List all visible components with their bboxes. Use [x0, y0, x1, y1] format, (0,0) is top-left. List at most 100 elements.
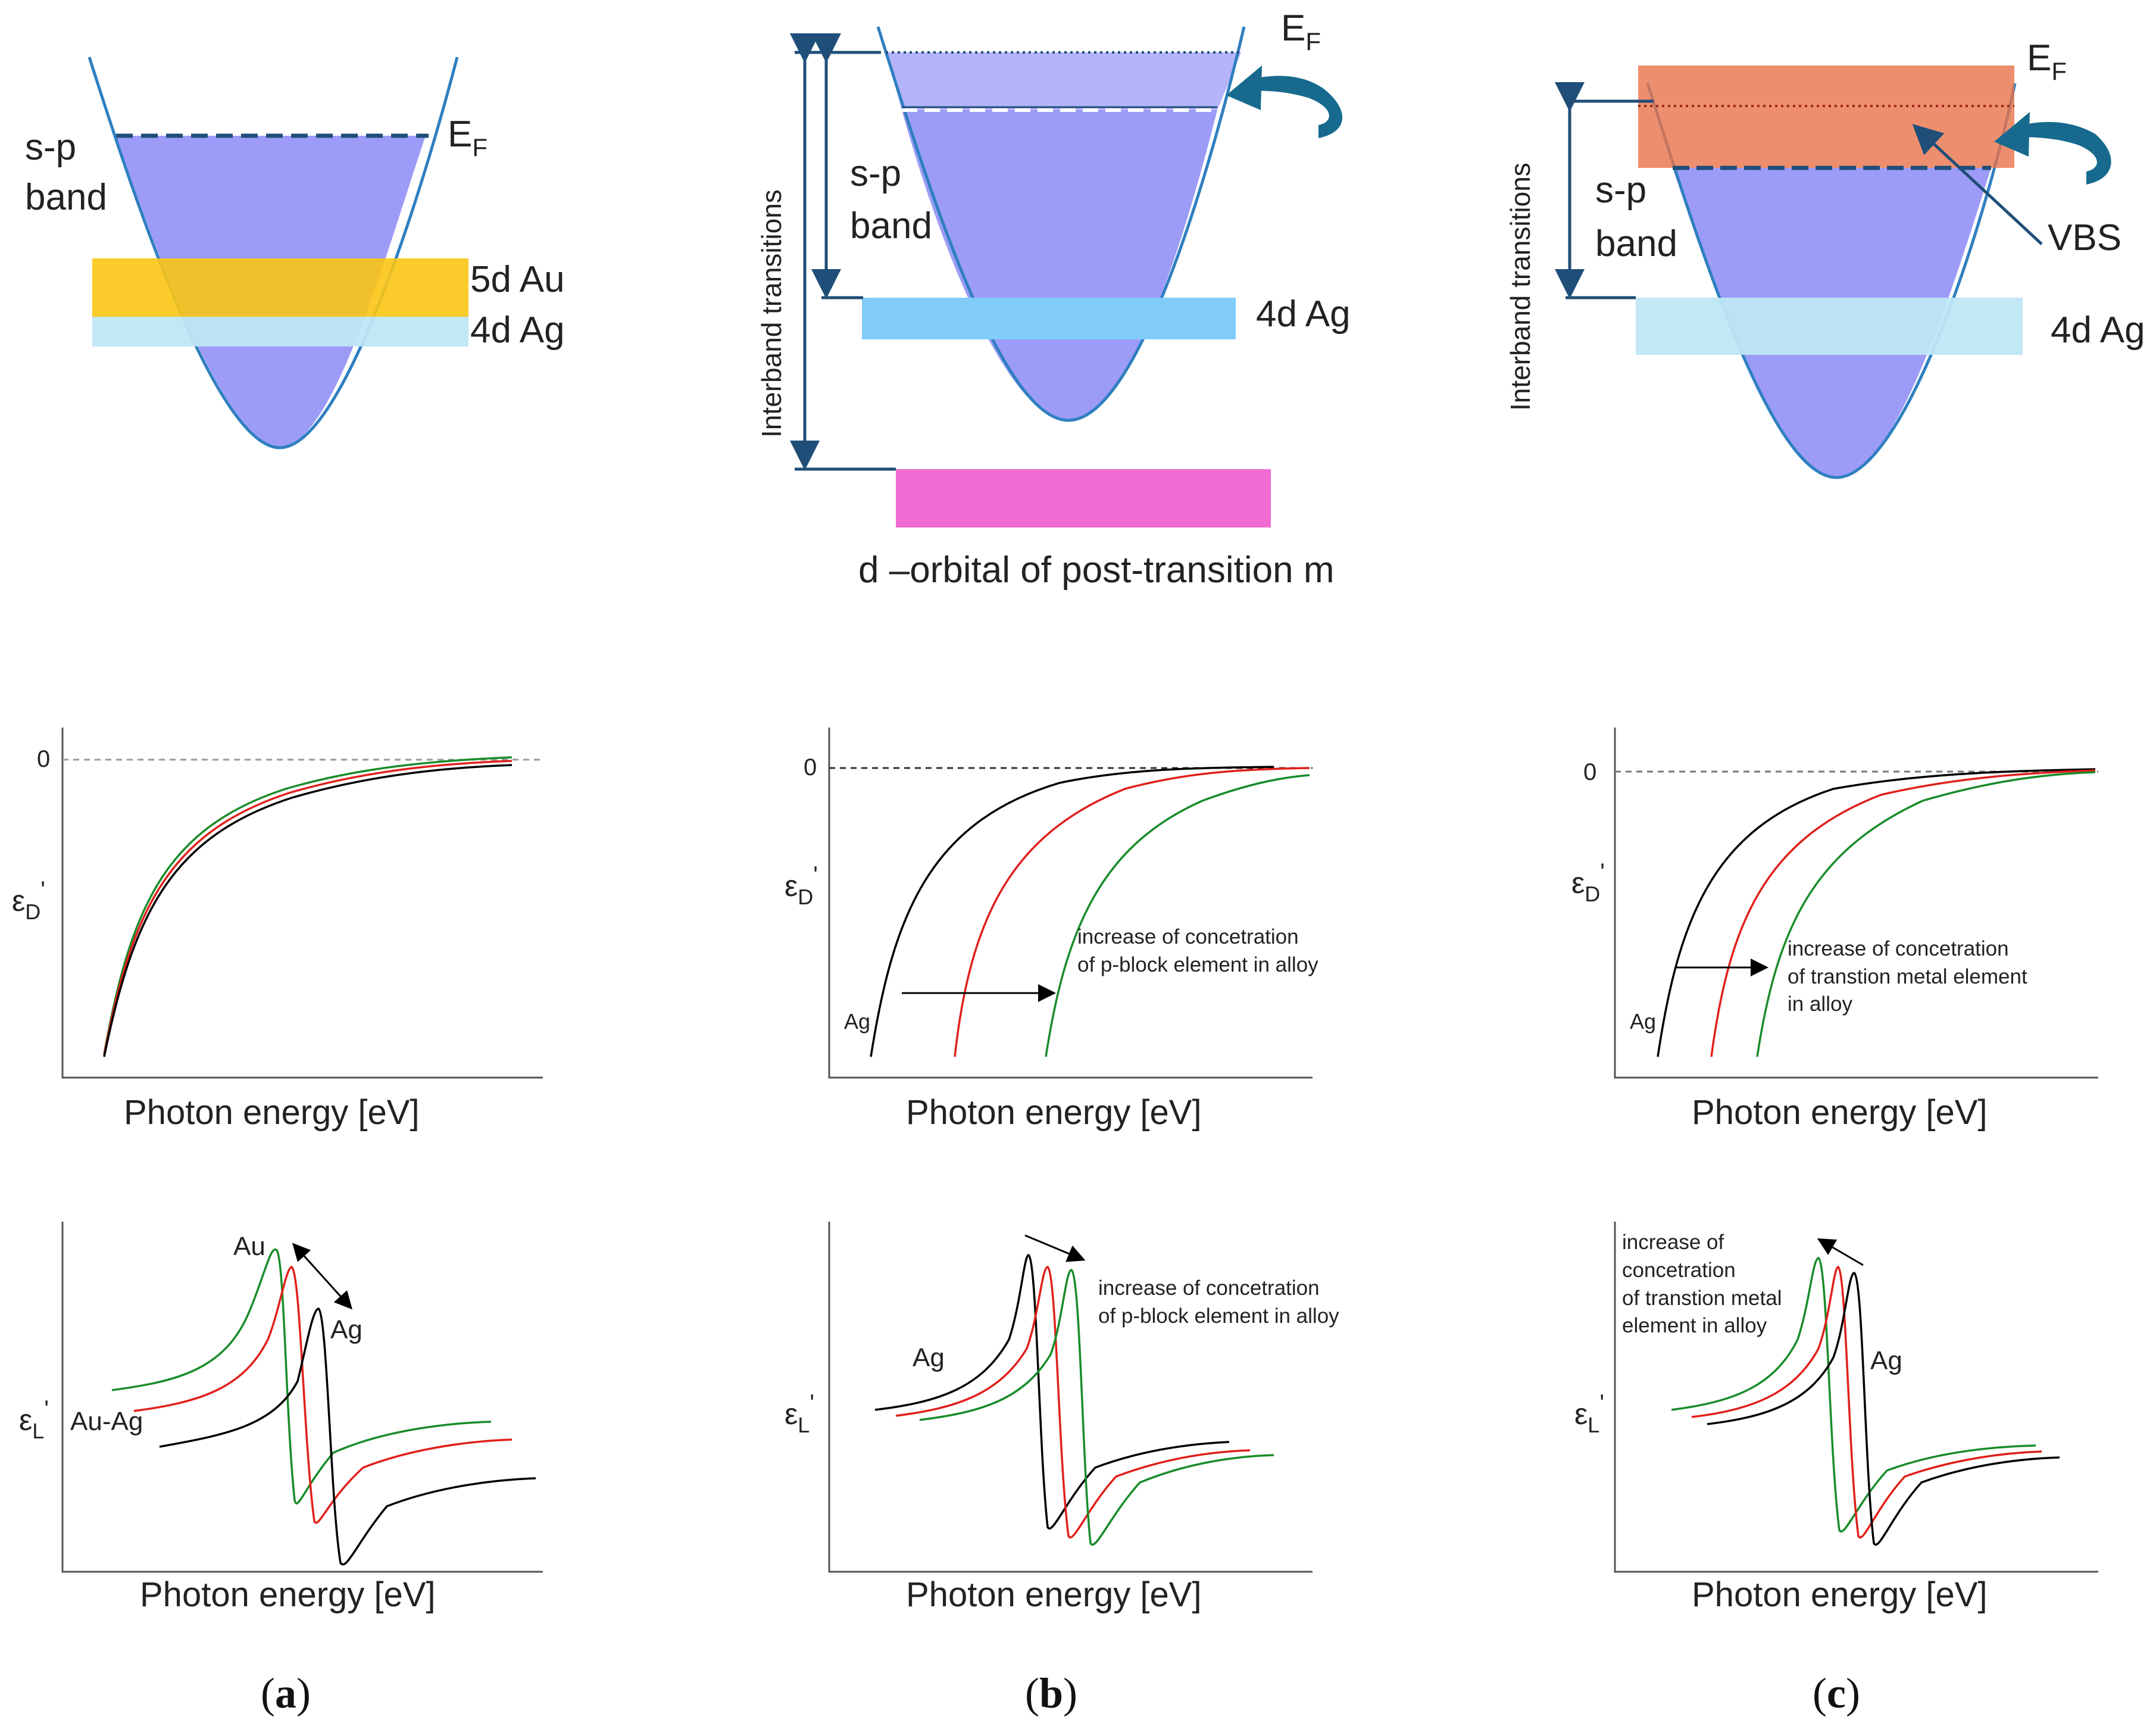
- drude-curve-black: [1657, 768, 2096, 1057]
- sp-label-line1: s-p: [850, 153, 901, 194]
- caption-c: (c): [1813, 1669, 1860, 1717]
- x-axis-label: Photon energy [eV]: [1692, 1093, 1988, 1132]
- drude-curve-red: [1710, 769, 2096, 1057]
- axes: [828, 728, 1313, 1079]
- zero-label: 0: [804, 754, 817, 781]
- drude-plot-b: 0 εD' Photon energy [eV] Ag increase of …: [785, 728, 1318, 1132]
- sp-band-upper-fill: [886, 52, 1241, 110]
- ag-4d-label: 4d Ag: [1256, 294, 1351, 335]
- ag-4d-label: 4d Ag: [470, 310, 565, 351]
- caption-b: (b): [1025, 1669, 1077, 1717]
- ag-label: Ag: [1870, 1346, 1902, 1375]
- y-axis-label: εD': [785, 862, 818, 909]
- caption-a: (a): [261, 1669, 311, 1717]
- sp-label-line2: band: [25, 177, 107, 218]
- interband-label: Interband transitions: [1505, 163, 1536, 411]
- y-axis-label: εL': [1574, 1390, 1604, 1437]
- fermi-shift-arrow: [1238, 76, 1343, 138]
- ag-4d-band: [862, 298, 1236, 339]
- drude-curve-red: [103, 760, 513, 1056]
- lorentz-curve-green: [111, 1248, 492, 1504]
- y-axis-label: εL': [19, 1396, 49, 1443]
- au-5d-label: 5d Au: [470, 259, 565, 300]
- note-line3: in alloy: [1788, 992, 1852, 1016]
- drude-plot-a: 0 εD' Photon energy [eV]: [12, 728, 543, 1132]
- band-diagram-c: Interband transitions s-p band EF VBS 4d…: [1505, 38, 2145, 479]
- drude-curve-green: [103, 756, 513, 1054]
- note-line1: increase of concetration: [1788, 937, 2009, 960]
- x-axis-label: Photon energy [eV]: [906, 1093, 1202, 1132]
- ag-4d-band: [1636, 298, 2023, 355]
- post-transition-band: [896, 469, 1271, 527]
- note-line2: of p-block element in alloy: [1098, 1304, 1339, 1328]
- sp-band-outline: [876, 26, 1246, 422]
- sp-label-line2: band: [1595, 223, 1677, 264]
- ag-label: Ag: [913, 1343, 945, 1372]
- vbs-pointer: [1912, 124, 2043, 245]
- shift-arrow: [292, 1243, 353, 1310]
- drude-curve-black: [870, 766, 1274, 1057]
- au-label: Au: [233, 1232, 265, 1261]
- band-diagram-a: s-p band EF 5d Au 4d Ag: [25, 57, 565, 449]
- note-line1: increase of concetration: [1077, 925, 1299, 948]
- drude-curve-green: [1756, 771, 2096, 1057]
- shift-arrow: [1024, 1234, 1086, 1262]
- sp-band-fill: [902, 110, 1217, 420]
- drude-curve-green: [1045, 774, 1310, 1057]
- lorentz-curve-red: [895, 1266, 1251, 1538]
- zero-label: 0: [37, 746, 50, 772]
- note-line4: element in alloy: [1622, 1314, 1767, 1337]
- lorentz-curve-black: [1707, 1272, 2060, 1546]
- zero-label: 0: [1583, 759, 1596, 785]
- sp-label-line2: band: [850, 205, 932, 246]
- shift-arrow: [1817, 1238, 1864, 1266]
- lorentz-curve-green: [919, 1269, 1274, 1546]
- lorentz-curve-black: [874, 1254, 1230, 1529]
- fermi-shift-arrowhead: [1994, 112, 2030, 157]
- fermi-shift-arrowhead: [1226, 65, 1262, 110]
- lorentz-plot-a: εL' Photon energy [eV] Au Ag Au-Ag: [19, 1222, 543, 1614]
- x-axis-label: Photon energy [eV]: [906, 1575, 1202, 1614]
- fermi-label: EF: [448, 114, 488, 161]
- vbs-label: VBS: [2048, 217, 2121, 258]
- axes: [1614, 1222, 2098, 1573]
- fermi-shift-arrow: [2006, 121, 2111, 185]
- note-line2: of p-block element in alloy: [1077, 953, 1318, 976]
- drude-curve-black: [103, 764, 513, 1057]
- lorentz-curve-red: [133, 1266, 513, 1524]
- ag-label: Ag: [844, 1009, 870, 1034]
- drude-curve-red: [954, 767, 1310, 1057]
- lorentz-curve-black: [159, 1307, 536, 1566]
- axes: [828, 1222, 1313, 1573]
- note-line3: of transtion metal: [1622, 1287, 1782, 1310]
- note-line2: concetration: [1622, 1259, 1736, 1282]
- x-axis-label: Photon energy [eV]: [124, 1093, 420, 1132]
- band-diagram-b: Interband transitions s-p band EF 4d Ag …: [756, 8, 1351, 591]
- lorentz-plot-b: εL' Photon energy [eV] Ag increase of co…: [785, 1222, 1339, 1614]
- ag-label: Ag: [330, 1315, 363, 1344]
- axes: [1614, 728, 2098, 1079]
- au-5d-band: [92, 258, 468, 317]
- x-axis-label: Photon energy [eV]: [140, 1575, 436, 1614]
- y-axis-label: εD': [12, 877, 45, 924]
- axes: [61, 728, 543, 1079]
- y-axis-label: εL': [785, 1390, 814, 1437]
- lorentz-curve-red: [1691, 1266, 2042, 1538]
- note-line2: of transtion metal element: [1788, 965, 2027, 988]
- sp-band-outline: [88, 57, 459, 449]
- x-axis-label: Photon energy [eV]: [1692, 1575, 1988, 1614]
- note-line1: increase of: [1622, 1231, 1724, 1254]
- interband-label: Interband transitions: [756, 189, 787, 438]
- axes: [61, 1222, 543, 1573]
- auag-label: Au-Ag: [70, 1407, 143, 1436]
- fermi-label: EF: [2027, 38, 2067, 85]
- ag-4d-label: 4d Ag: [2051, 310, 2145, 351]
- ag-label: Ag: [1630, 1009, 1656, 1034]
- lorentz-plot-c: εL' Photon energy [eV] Ag increase of co…: [1574, 1222, 2098, 1614]
- post-transition-label: d –orbital of post-transition m: [858, 550, 1335, 591]
- drude-plot-c: 0 εD' Photon energy [eV] Ag increase of …: [1571, 728, 2098, 1132]
- sp-label-line1: s-p: [1595, 170, 1646, 211]
- sp-band-outline: [1646, 83, 2017, 479]
- fermi-label: EF: [1281, 8, 1321, 55]
